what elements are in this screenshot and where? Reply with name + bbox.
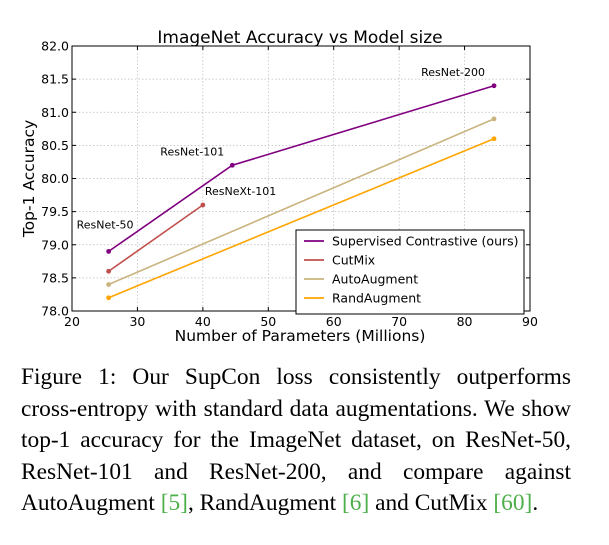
data-point	[106, 282, 112, 287]
ref-link-randaugment[interactable]: [6]	[341, 490, 370, 516]
x-tick-label: 40	[195, 314, 211, 329]
y-tick-label: 81.5	[41, 72, 69, 87]
ref-link-cutmix[interactable]: [60]	[493, 490, 533, 516]
accuracy-chart: ImageNet Accuracy vs Model size 20 30 40 50…	[20, 28, 538, 345]
legend-entry: AutoAugment	[332, 272, 418, 287]
y-tick-label: 81.0	[41, 105, 69, 120]
series-line	[108, 84, 495, 253]
caption-text: Our SupCon loss consistently outperforms…	[21, 364, 571, 516]
data-point	[106, 248, 112, 254]
data-point	[200, 202, 206, 208]
x-axis-label: Number of Parameters (Millions)	[175, 327, 426, 345]
y-tick-label: 82.0	[41, 39, 69, 54]
x-tick-label: 20	[64, 314, 80, 329]
data-point	[106, 295, 112, 301]
chart-title: ImageNet Accuracy vs Model size	[157, 28, 442, 48]
series-line	[108, 118, 495, 286]
caption-label: Figure 1:	[21, 364, 117, 390]
axis-ticks: 20 30 40 50 60 70 80 90 78.0 78.5 79.0 79.5 80.0 80.5…	[41, 39, 538, 330]
ref-link-autoaugment[interactable]: [5]	[160, 490, 188, 516]
legend-entry: CutMix	[332, 253, 375, 268]
x-tick-label: 70	[391, 314, 407, 329]
data-point	[106, 268, 112, 274]
y-axis-label: Top-1 Accuracy	[20, 120, 38, 238]
y-tick-label: 78.5	[41, 270, 69, 285]
caption-text-end: .	[532, 490, 539, 516]
y-tick-label: 80.5	[41, 138, 69, 153]
y-tick-label: 78.0	[41, 304, 69, 319]
annotation-label: ResNet-200	[421, 66, 485, 79]
data-point	[491, 136, 497, 142]
series-line	[108, 138, 495, 299]
y-tick-label: 80.0	[41, 171, 69, 186]
annotation-label: ResNet-50	[77, 218, 134, 231]
x-tick-label: 30	[129, 314, 145, 329]
figure-caption: Figure 1: Our SupCon loss consistently o…	[21, 362, 571, 520]
legend-box	[295, 229, 525, 315]
legend: Supervised Contrastive (ours) CutMix AutoA…	[295, 229, 525, 315]
x-tick-label: 60	[326, 314, 342, 329]
y-tick-label: 79.0	[41, 237, 69, 252]
annotations: ResNet-50 ResNet-101 ResNeXt-101 ResNet-200	[77, 66, 485, 232]
x-tick-label: 80	[457, 314, 473, 329]
legend-entry: Supervised Contrastive (ours)	[332, 234, 519, 249]
caption-text-mid-2: and CutMix	[369, 490, 494, 516]
y-tick-label: 79.5	[41, 204, 69, 219]
legend-entry: RandAugment	[332, 291, 421, 306]
x-tick-label: 50	[260, 314, 276, 329]
annotation-label: ResNeXt-101	[205, 185, 276, 198]
series-lines	[106, 83, 497, 301]
series-line	[108, 204, 204, 272]
data-point	[229, 162, 235, 168]
caption-text-mid-1: , RandAugment	[187, 490, 342, 516]
data-point	[491, 116, 497, 122]
data-point	[491, 83, 497, 89]
annotation-label: ResNet-101	[160, 145, 224, 158]
x-tick-label: 90	[522, 314, 538, 329]
